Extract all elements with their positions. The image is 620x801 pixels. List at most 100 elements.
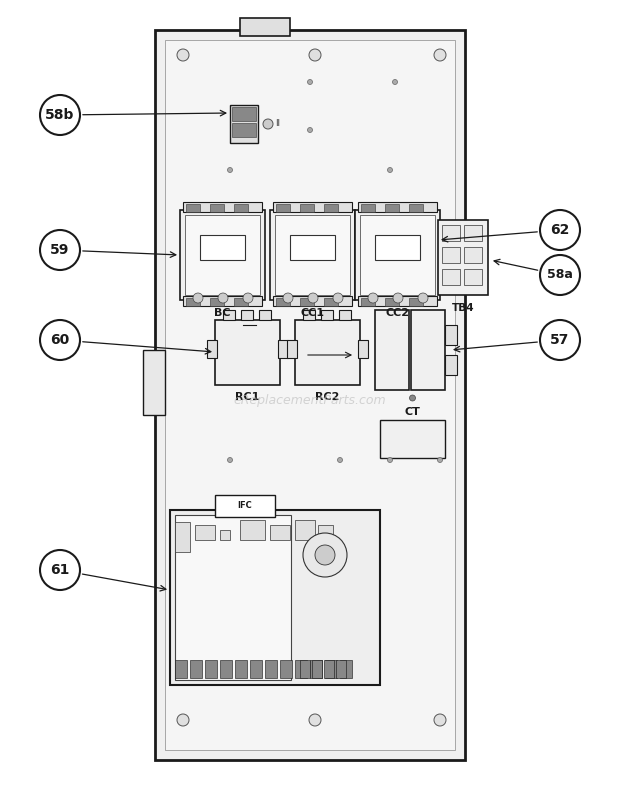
Text: BC: BC [215, 308, 231, 318]
Circle shape [308, 79, 312, 84]
Circle shape [243, 293, 253, 303]
Bar [230, 105, 258, 143]
Text: RC1: RC1 [236, 392, 260, 402]
Bar [183, 296, 262, 306]
Circle shape [283, 293, 293, 303]
Bar [380, 420, 445, 458]
Bar [409, 204, 423, 212]
Bar [325, 660, 337, 678]
Text: II: II [275, 119, 280, 128]
Bar [340, 660, 352, 678]
Bar [170, 510, 380, 685]
Bar [464, 247, 482, 263]
Bar [210, 204, 224, 212]
Bar [375, 235, 420, 260]
Circle shape [393, 293, 403, 303]
Bar [438, 220, 488, 295]
Circle shape [40, 95, 80, 135]
Bar [445, 325, 457, 345]
Circle shape [177, 49, 189, 61]
Bar [295, 660, 307, 678]
Bar [273, 296, 352, 306]
Bar [240, 520, 265, 540]
Bar [287, 340, 297, 358]
Text: 58a: 58a [547, 268, 573, 281]
Bar [220, 530, 230, 540]
Circle shape [315, 545, 335, 565]
Circle shape [193, 293, 203, 303]
Bar [310, 660, 322, 678]
Circle shape [309, 714, 321, 726]
Bar [220, 660, 232, 678]
Text: 61: 61 [50, 563, 69, 577]
Bar [360, 215, 435, 295]
Bar [318, 525, 333, 550]
Bar [303, 310, 315, 320]
Bar [300, 204, 314, 212]
Text: eReplacementParts.com: eReplacementParts.com [234, 394, 386, 407]
Bar [205, 660, 217, 678]
Circle shape [303, 533, 347, 577]
Bar [143, 350, 165, 415]
Bar [312, 660, 322, 678]
Bar [464, 225, 482, 241]
Bar [442, 225, 460, 241]
Bar [324, 298, 338, 306]
Circle shape [333, 293, 343, 303]
Bar [358, 340, 368, 358]
Bar [442, 247, 460, 263]
Text: 62: 62 [551, 223, 570, 237]
Bar [276, 298, 290, 306]
Bar [278, 340, 288, 358]
Text: 59: 59 [50, 243, 69, 257]
Bar [235, 660, 247, 678]
Text: 58b: 58b [45, 108, 74, 122]
Circle shape [228, 167, 232, 172]
Circle shape [540, 255, 580, 295]
Bar [270, 525, 290, 540]
Bar [185, 215, 260, 295]
Bar [361, 298, 375, 306]
Bar [186, 204, 200, 212]
Bar [265, 660, 277, 678]
Bar [358, 296, 437, 306]
Bar [339, 310, 351, 320]
Bar [355, 210, 440, 300]
Circle shape [368, 293, 378, 303]
Bar [241, 310, 253, 320]
Bar [290, 235, 335, 260]
Circle shape [40, 230, 80, 270]
Bar [232, 107, 256, 121]
Circle shape [434, 49, 446, 61]
Bar [375, 310, 409, 390]
Bar [165, 40, 455, 750]
Bar [295, 320, 360, 385]
Bar [186, 298, 200, 306]
Circle shape [409, 395, 415, 401]
Circle shape [392, 79, 397, 84]
Bar [180, 210, 265, 300]
Bar [207, 340, 217, 358]
Bar [215, 320, 280, 385]
Circle shape [177, 714, 189, 726]
Bar [195, 525, 215, 540]
Bar [295, 520, 315, 540]
Bar [358, 202, 437, 212]
Bar [270, 210, 355, 300]
Circle shape [308, 127, 312, 132]
Bar [445, 355, 457, 375]
Bar [324, 204, 338, 212]
Bar [210, 298, 224, 306]
Circle shape [434, 714, 446, 726]
Circle shape [337, 457, 342, 462]
Bar [223, 310, 235, 320]
Text: RC2: RC2 [316, 392, 340, 402]
Bar [385, 204, 399, 212]
Text: TB4: TB4 [452, 303, 474, 313]
Bar [234, 298, 248, 306]
Bar [300, 298, 314, 306]
Bar [234, 204, 248, 212]
Circle shape [40, 550, 80, 590]
Circle shape [540, 320, 580, 360]
Bar [259, 310, 271, 320]
